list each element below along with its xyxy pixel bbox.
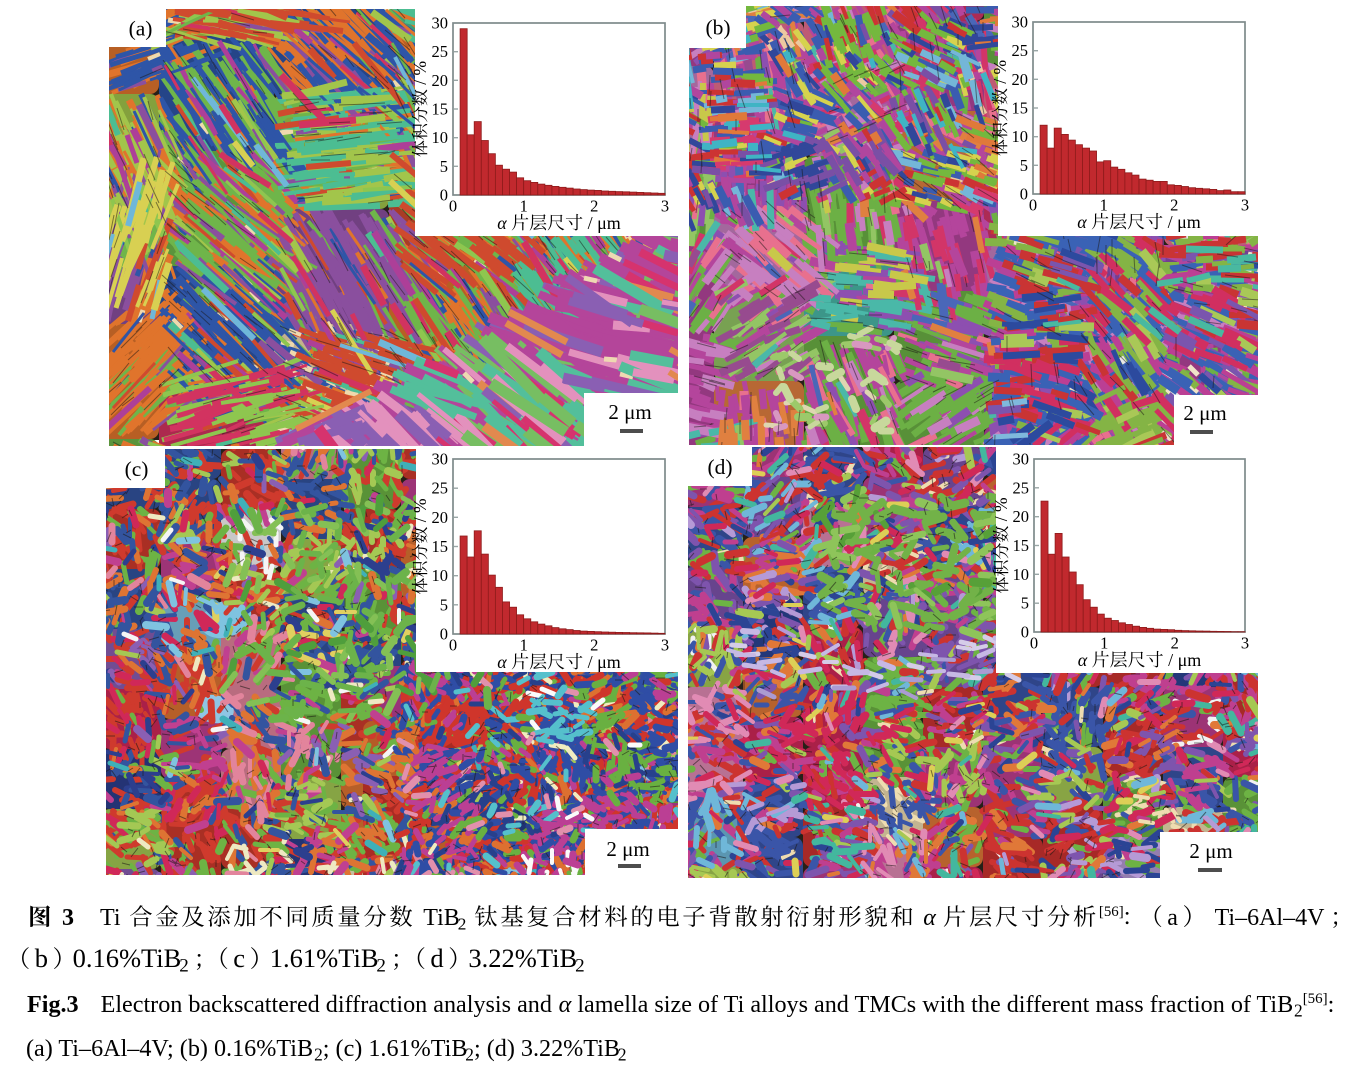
svg-text:(b): (b) [705, 16, 730, 40]
svg-text:2: 2 [618, 1046, 627, 1065]
svg-text:0: 0 [1021, 623, 1029, 642]
svg-text:/ μm: / μm [1164, 650, 1202, 670]
svg-text:10: 10 [1013, 565, 1030, 584]
svg-text:(a) Ti–6Al–4V; (b) 0.16%TiB: (a) Ti–6Al–4V; (b) 0.16%TiB [26, 1035, 313, 1062]
svg-text:; (c) 1.61%TiB: ; (c) 1.61%TiB [323, 1035, 468, 1062]
svg-text:20: 20 [1012, 70, 1029, 89]
svg-text:2 μm: 2 μm [1189, 839, 1232, 863]
svg-text:2: 2 [1171, 634, 1179, 653]
svg-text:/ %: / % [991, 497, 1011, 525]
svg-text:α: α [497, 213, 511, 233]
svg-text:0: 0 [440, 186, 448, 205]
svg-text:3: 3 [661, 197, 669, 216]
svg-text:3.22%TiB: 3.22%TiB [468, 943, 577, 973]
svg-text:1: 1 [520, 636, 528, 655]
svg-text:5: 5 [1020, 156, 1028, 175]
svg-text:2: 2 [1170, 196, 1178, 215]
svg-text:α: α [1077, 212, 1091, 232]
svg-text:3: 3 [661, 636, 669, 655]
svg-text:2: 2 [590, 636, 598, 655]
svg-text:Ti–6Al–4V: Ti–6Al–4V [1215, 905, 1325, 931]
svg-text:(c): (c) [125, 457, 149, 481]
svg-text:α: α [1078, 650, 1092, 670]
svg-text:5: 5 [440, 157, 448, 176]
svg-text:2: 2 [1294, 1002, 1303, 1021]
svg-text:0: 0 [1030, 634, 1038, 653]
svg-text:10: 10 [1012, 127, 1029, 146]
svg-text:1: 1 [1100, 634, 1108, 653]
svg-text:15: 15 [432, 537, 449, 556]
svg-text:5: 5 [1021, 594, 1029, 613]
svg-text:2: 2 [376, 956, 386, 977]
svg-text:25: 25 [1012, 41, 1029, 60]
svg-text:Ti: Ti [100, 905, 121, 931]
svg-text:20: 20 [432, 508, 449, 527]
svg-text:α: α [923, 905, 936, 931]
svg-text:30: 30 [432, 14, 449, 33]
svg-text:10: 10 [432, 128, 449, 147]
svg-text:Electron backscattered diffrac: Electron backscattered diffraction analy… [101, 991, 558, 1018]
svg-text:1.61%TiB: 1.61%TiB [270, 943, 379, 973]
svg-text:0: 0 [440, 625, 448, 644]
svg-text:15: 15 [432, 100, 449, 119]
svg-text:0.16%TiB: 0.16%TiB [73, 943, 182, 973]
svg-text:/ μm: / μm [583, 213, 621, 233]
svg-text:1: 1 [520, 197, 528, 216]
svg-text:[56]: [56] [1303, 991, 1328, 1007]
svg-text:0: 0 [449, 197, 457, 216]
svg-text:3: 3 [1241, 634, 1249, 653]
svg-text:0: 0 [1029, 196, 1037, 215]
svg-text:/ %: / % [990, 60, 1010, 88]
svg-text:α: α [559, 991, 573, 1018]
svg-text:30: 30 [1012, 13, 1029, 32]
svg-text:25: 25 [432, 42, 449, 61]
svg-text:2: 2 [179, 956, 189, 977]
svg-text:Fig.3: Fig.3 [27, 991, 79, 1018]
svg-text:15: 15 [1013, 536, 1030, 555]
svg-text:(a): (a) [129, 17, 153, 41]
svg-text:/ %: / % [410, 498, 430, 526]
svg-text:10: 10 [432, 566, 449, 585]
svg-text:2 μm: 2 μm [606, 837, 649, 861]
svg-text:30: 30 [432, 450, 449, 469]
svg-text:2: 2 [458, 915, 467, 934]
svg-text:25: 25 [432, 479, 449, 498]
svg-text:5: 5 [440, 595, 448, 614]
svg-text:20: 20 [1013, 507, 1030, 526]
svg-text:3: 3 [62, 905, 74, 931]
svg-text:15: 15 [1012, 99, 1029, 118]
svg-text:b: b [35, 943, 48, 973]
svg-text:(d): (d) [707, 455, 732, 479]
svg-text:1: 1 [1100, 196, 1108, 215]
svg-text:0: 0 [1020, 185, 1028, 204]
svg-text:0: 0 [449, 636, 457, 655]
svg-text:20: 20 [432, 71, 449, 90]
svg-text:2 μm: 2 μm [1183, 401, 1226, 425]
svg-text:2: 2 [590, 197, 598, 216]
svg-text::: : [1328, 991, 1335, 1018]
svg-text:d: d [430, 943, 443, 973]
svg-text:25: 25 [1013, 478, 1030, 497]
svg-text:2: 2 [575, 956, 585, 977]
svg-text:lamella size of Ti alloys and: lamella size of Ti alloys and TMCs with … [571, 991, 1293, 1018]
svg-text:30: 30 [1013, 450, 1030, 469]
svg-text:2: 2 [465, 1046, 474, 1065]
svg-text:/ μm: / μm [1163, 212, 1201, 232]
svg-text:3: 3 [1241, 196, 1249, 215]
svg-text:2: 2 [314, 1046, 323, 1065]
svg-text:[56]: [56] [1099, 904, 1124, 920]
svg-text:a: a [1167, 905, 1178, 931]
svg-text:/ μm: / μm [583, 652, 621, 672]
svg-text:2 μm: 2 μm [608, 400, 651, 424]
svg-text:α: α [497, 652, 511, 672]
svg-text:/ %: / % [410, 61, 430, 89]
svg-text:; (d) 3.22%TiB: ; (d) 3.22%TiB [474, 1035, 620, 1062]
svg-text:c: c [233, 943, 245, 973]
svg-text:TiB: TiB [423, 905, 460, 931]
